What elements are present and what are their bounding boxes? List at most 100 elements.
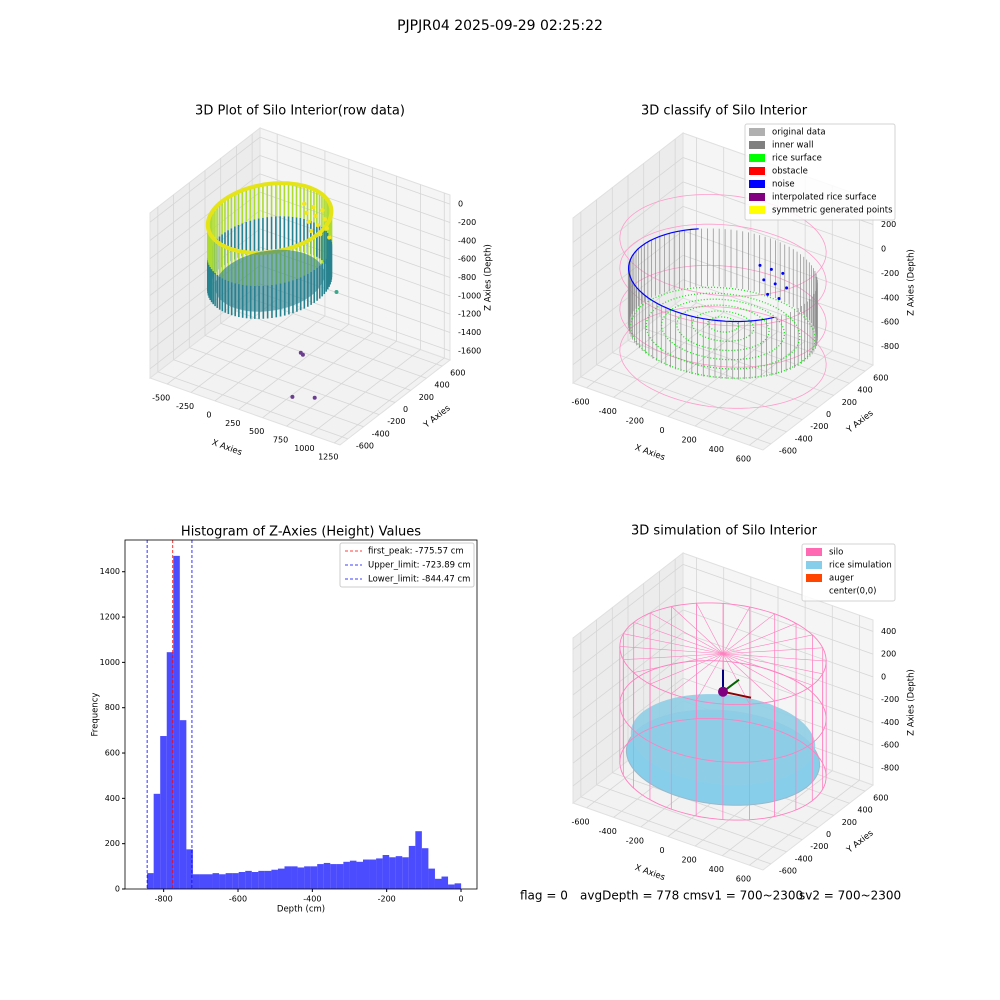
- y-tick-label: 600: [450, 369, 465, 378]
- x-tick-label: 0: [206, 410, 211, 419]
- center: [718, 686, 728, 697]
- subplot-title: 3D Plot of Silo Interior(row data): [195, 104, 405, 119]
- noise: [758, 263, 762, 267]
- silo-ring: [619, 223, 827, 327]
- bar: [376, 858, 383, 889]
- legend-swatch: [749, 167, 765, 175]
- grid-line: [659, 315, 850, 384]
- z-tick-label: -200: [881, 695, 899, 704]
- bar: [330, 864, 337, 889]
- silo-line: [722, 653, 823, 675]
- grid-line: [189, 347, 380, 416]
- grid-line: [572, 609, 684, 696]
- footer-text: flag = 0: [520, 889, 568, 903]
- x-tick-label: 400: [709, 445, 724, 454]
- y-tick-label: -200: [810, 422, 828, 431]
- grid-line: [252, 298, 443, 367]
- silo-line: [649, 653, 724, 685]
- y-tick-label: 0: [115, 885, 120, 894]
- bar: [297, 867, 305, 889]
- grid-line: [572, 157, 684, 243]
- rice-surface: [630, 286, 816, 379]
- legend-label: original data: [772, 128, 826, 138]
- grid-line: [682, 655, 874, 723]
- silo-line: [722, 606, 751, 654]
- bar: [153, 793, 161, 889]
- figure-title: PJPJR04 2025-09-29 02:25:22: [397, 18, 603, 34]
- legend-label: center(0,0): [829, 587, 877, 597]
- grid-line: [236, 310, 427, 379]
- z-axis-label: Z Axies (Depth): [907, 669, 917, 736]
- y-tick-label: 200: [105, 839, 120, 848]
- x-tick-label: 1000: [294, 444, 314, 453]
- bar: [277, 868, 285, 889]
- x-tick-label: -200: [378, 895, 396, 904]
- bar: [264, 870, 272, 889]
- x-tick-label: -200: [626, 836, 644, 845]
- rice-surface: [706, 316, 740, 333]
- z-axis-label: Z Axies (Depth): [907, 249, 917, 316]
- x-tick-label: -800: [155, 895, 173, 904]
- x-tick-label: 200: [682, 436, 697, 445]
- noise: [769, 267, 773, 271]
- outlier: [290, 394, 295, 399]
- z-tick-label: -800: [458, 273, 476, 282]
- footer-text: sv2 = 700~2300: [799, 889, 901, 903]
- x-tick-label: 200: [682, 856, 697, 865]
- bar: [323, 862, 331, 889]
- bar: [402, 857, 409, 889]
- x-tick-label: -400: [599, 407, 617, 416]
- grid-line: [572, 632, 684, 718]
- legend-label: inner wall: [772, 141, 813, 151]
- legend-label: silo: [829, 548, 843, 558]
- y-tick-label: -400: [372, 429, 390, 438]
- legend-label: rice simulation: [829, 561, 892, 571]
- y-tick-label: 1200: [100, 613, 120, 622]
- z-tick-label: -600: [881, 741, 899, 750]
- bar: [310, 866, 318, 889]
- bar: [382, 855, 390, 889]
- y-axis-label: Frequency: [91, 693, 101, 737]
- noise: [781, 271, 785, 275]
- x-tick-label: 1250: [318, 452, 338, 461]
- noise-ring: [627, 228, 775, 323]
- bar: [304, 866, 311, 889]
- silo-ring: [619, 660, 827, 763]
- legend-label: interpolated rice surface: [772, 193, 877, 203]
- bar: [232, 873, 239, 889]
- silo-line: [722, 653, 797, 695]
- x-tick-label: -200: [626, 416, 644, 425]
- outlier: [334, 289, 339, 294]
- grid-line: [612, 352, 803, 421]
- floor: [215, 249, 325, 312]
- grid-line: [596, 784, 787, 853]
- legend-swatch: [749, 128, 765, 136]
- bar: [160, 736, 167, 889]
- axes-frame: [124, 539, 478, 890]
- x-tick-label: 750: [273, 436, 288, 445]
- outlier: [300, 352, 305, 357]
- y-tick-label: 1000: [100, 658, 120, 667]
- grid-line: [580, 376, 771, 445]
- y-tick-label: 400: [434, 381, 449, 390]
- x-tick-label: -500: [152, 394, 170, 403]
- grid-line: [682, 632, 874, 701]
- silo-line: [722, 634, 813, 655]
- legend-swatch: [806, 574, 822, 582]
- x-axis-label: Depth (cm): [277, 905, 325, 915]
- subplot-title: 3D simulation of Silo Interior: [631, 524, 818, 539]
- z-tick-label: -600: [458, 255, 476, 264]
- grid-line: [682, 609, 874, 678]
- x-axis-label: X Axies: [633, 443, 666, 463]
- y-axis-label: Y Axies: [844, 828, 876, 856]
- y-axis-label: Y Axies: [421, 403, 453, 431]
- grid-line: [157, 371, 348, 440]
- grid-line: [572, 586, 684, 673]
- silo-line: [633, 621, 724, 655]
- grid-line: [682, 230, 874, 299]
- bar: [192, 874, 200, 889]
- silo-line: [619, 646, 724, 655]
- bar: [434, 878, 442, 889]
- cluster: [322, 217, 327, 222]
- x-tick-label: 600: [736, 875, 751, 884]
